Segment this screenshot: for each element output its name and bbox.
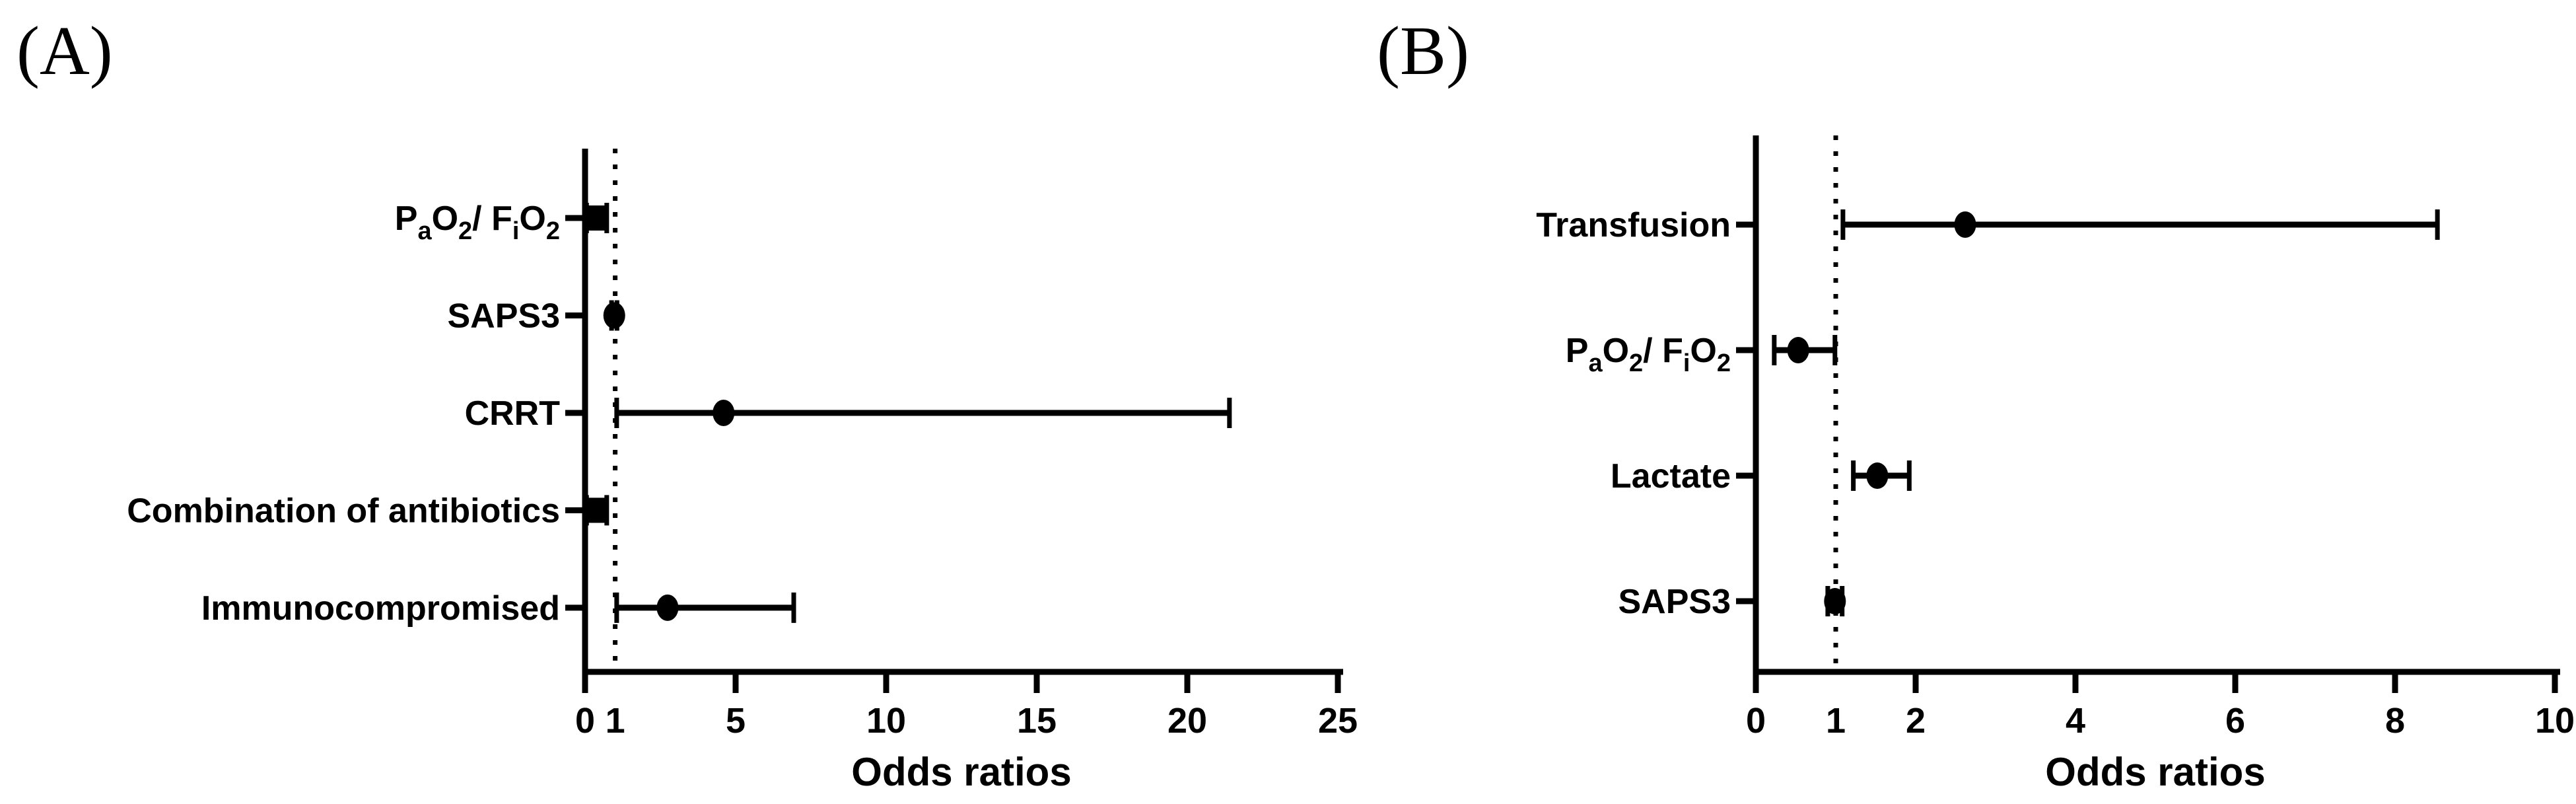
category-label: PaO2/ FiO2 <box>1566 332 1731 377</box>
forest-row: PaO2/ FiO2 <box>395 200 609 245</box>
x-axis-title: Odds ratios <box>851 750 1071 794</box>
x-tick-label: 2 <box>1906 701 1926 741</box>
panel-b-letter: (B) <box>1377 12 1469 89</box>
x-tick-label: 4 <box>2066 701 2085 741</box>
category-label: CRRT <box>465 394 561 433</box>
category-label: PaO2/ FiO2 <box>395 200 560 245</box>
forest-row: Lactate <box>1611 457 1912 495</box>
x-tick-label: 10 <box>2535 701 2575 741</box>
marker-square <box>586 205 608 231</box>
x-tick-label: 0 <box>1746 701 1766 741</box>
category-label: Combination of antibiotics <box>127 492 560 530</box>
marker-circle <box>1824 588 1846 615</box>
x-axis-title: Odds ratios <box>2045 750 2265 794</box>
forest-row: SAPS3 <box>1618 583 1846 621</box>
x-tick-label: 1 <box>606 701 625 741</box>
x-tick-label: 20 <box>1167 701 1207 741</box>
panel-b: (B) 0 1 2 4 6 8 10 Odds ratios Transfusion PaO2/ F… <box>1377 12 2575 794</box>
forest-row: SAPS3 <box>447 297 625 335</box>
x-tick-label: 25 <box>1318 701 1358 741</box>
marker-circle <box>656 594 679 621</box>
category-label: Transfusion <box>1536 206 1731 244</box>
forest-row: Transfusion <box>1536 206 2440 244</box>
forest-row: CRRT <box>465 394 1232 433</box>
x-tick-label: 6 <box>2225 701 2245 741</box>
category-label: Immunocompromised <box>201 589 560 628</box>
category-label: SAPS3 <box>447 297 560 335</box>
category-label: Lactate <box>1611 457 1731 495</box>
panel-a-letter: (A) <box>17 12 113 89</box>
marker-square <box>584 497 606 523</box>
forest-row: PaO2/ FiO2 <box>1566 332 1838 377</box>
marker-circle <box>1787 337 1809 364</box>
marker-circle <box>1866 462 1889 490</box>
forest-row: Combination of antibiotics <box>127 492 609 530</box>
marker-circle <box>603 302 625 329</box>
marker-circle <box>713 399 735 426</box>
marker-circle <box>1954 211 1976 238</box>
x-tick-label: 10 <box>866 701 906 741</box>
x-tick-label: 0 <box>575 701 595 741</box>
category-label: SAPS3 <box>1618 583 1731 621</box>
x-tick-label: 1 <box>1826 701 1846 741</box>
x-tick-label: 15 <box>1017 701 1057 741</box>
x-tick-label: 8 <box>2385 701 2405 741</box>
x-tick-label: 5 <box>726 701 746 741</box>
forest-row: Immunocompromised <box>201 589 796 628</box>
